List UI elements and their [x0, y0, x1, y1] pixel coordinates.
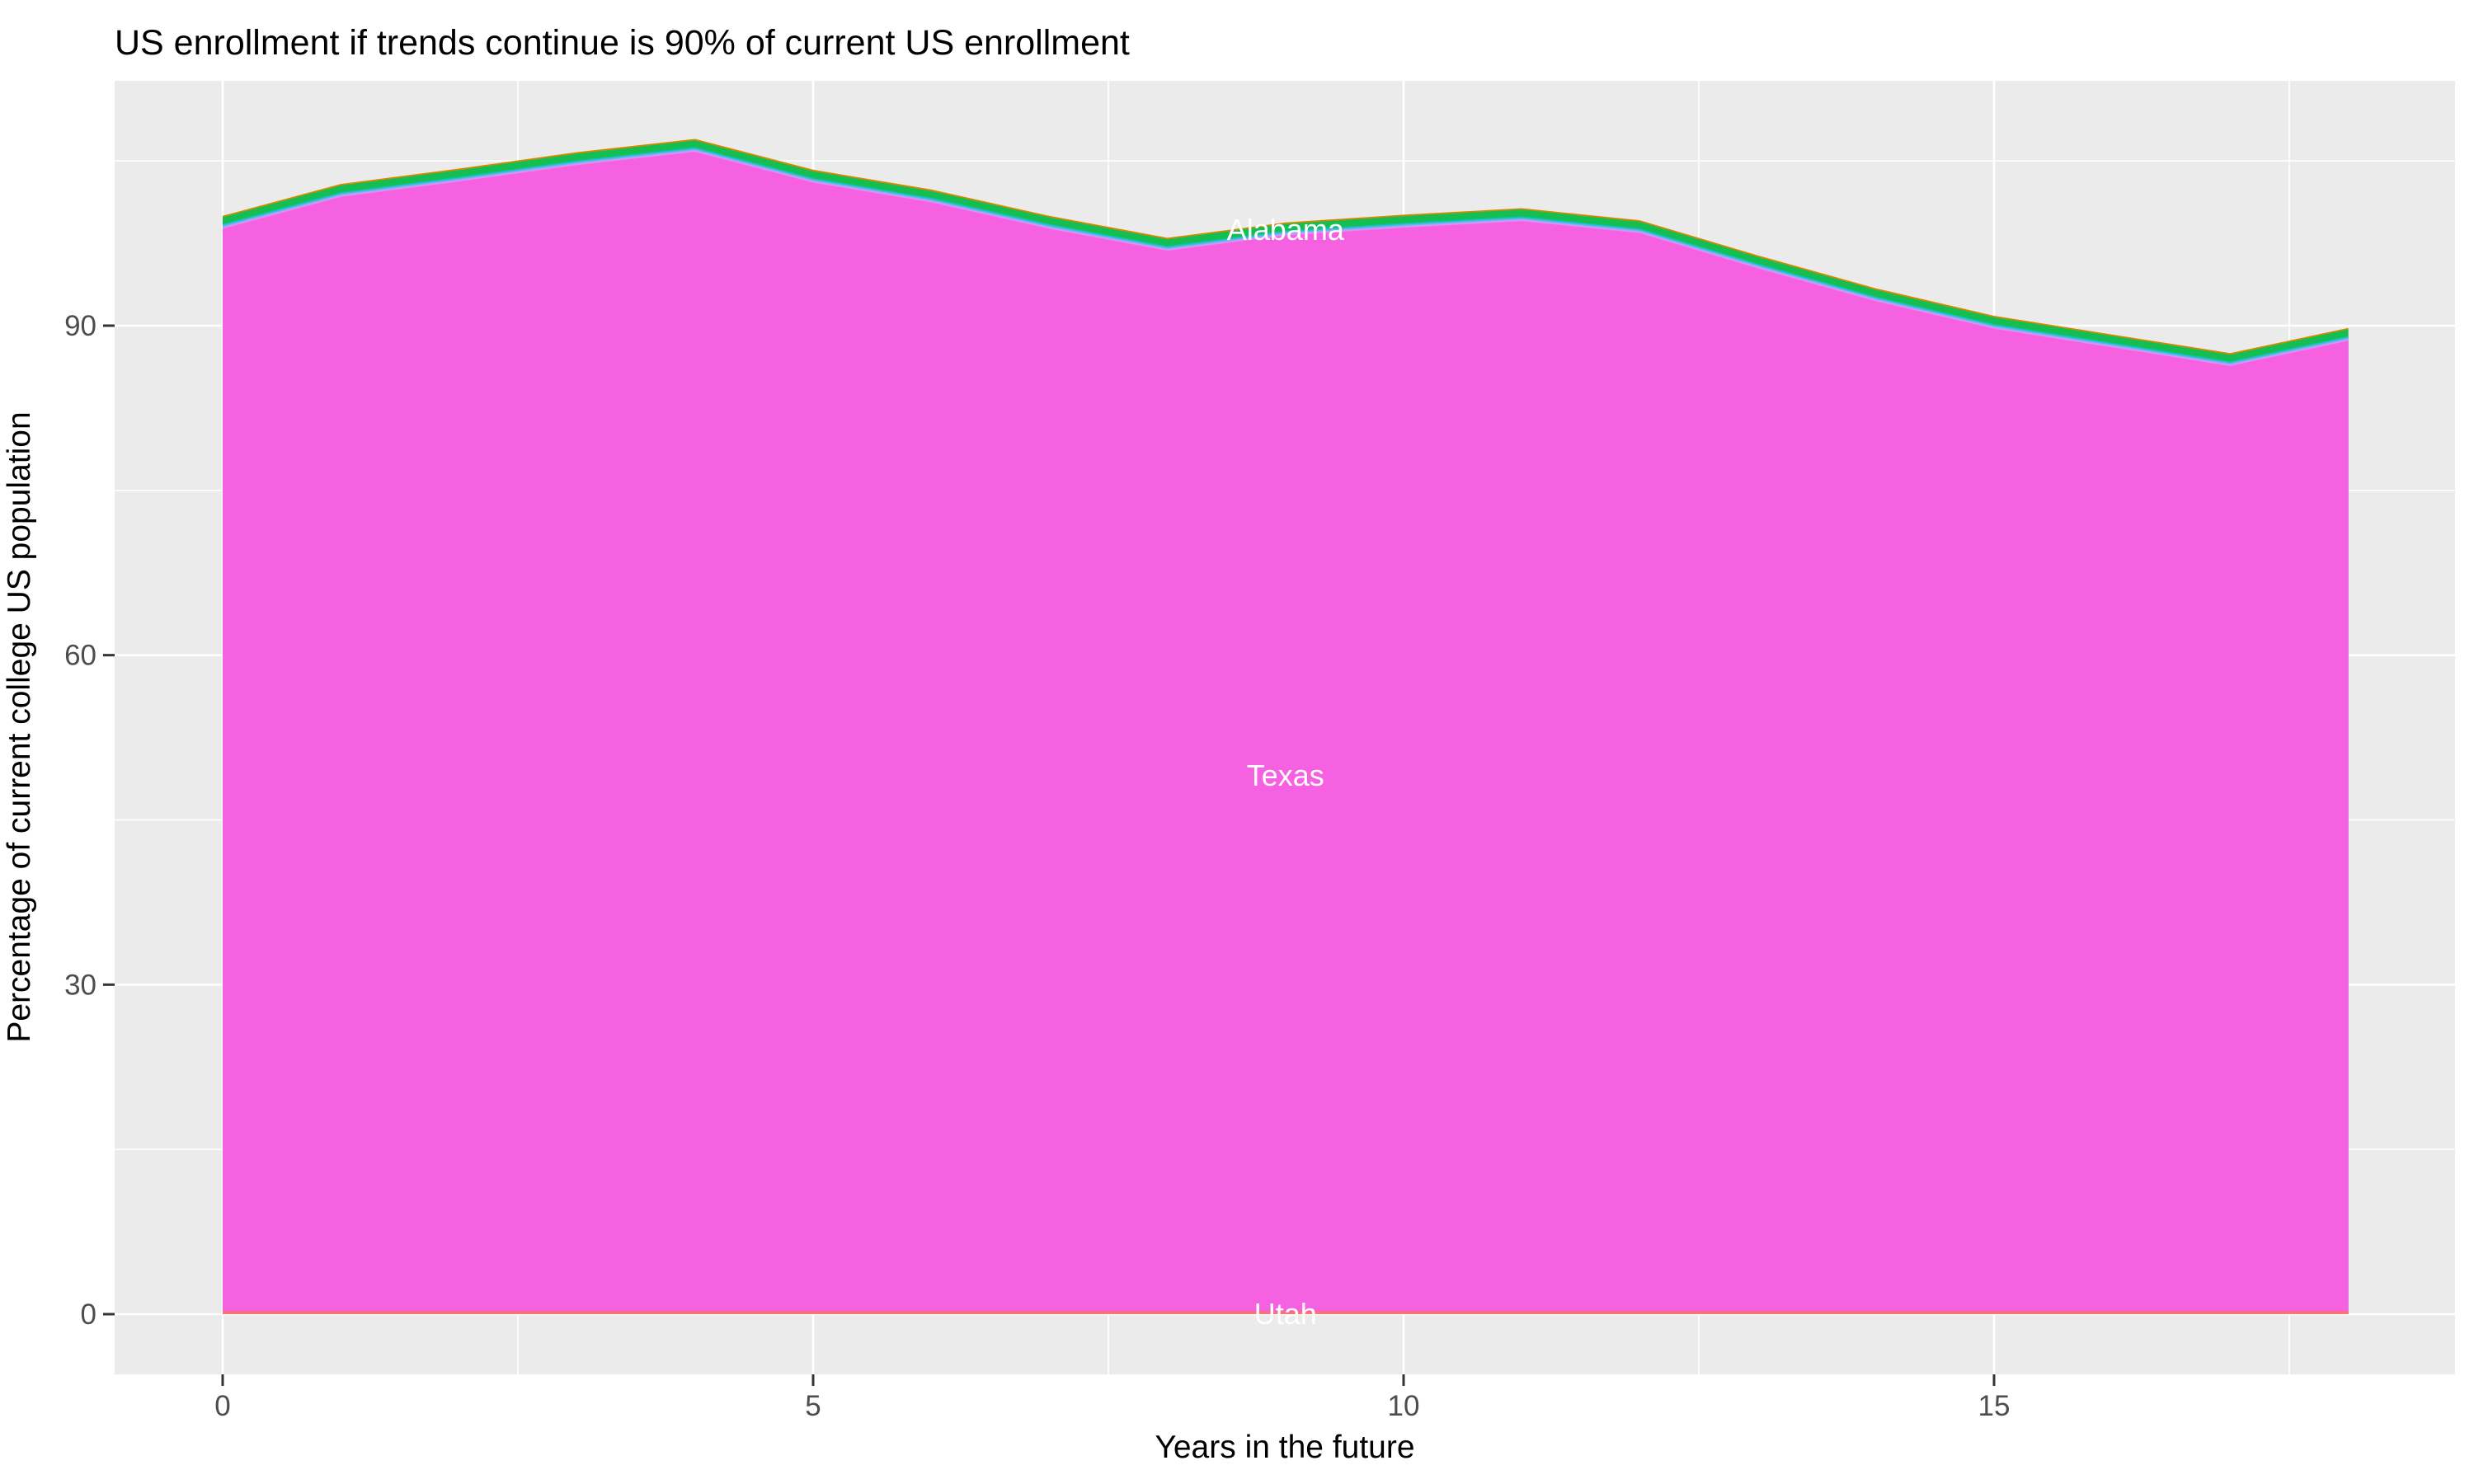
- y-tick-label: 30: [64, 969, 96, 1001]
- magenta-main-band: [223, 152, 2349, 1315]
- y-tick-label: 0: [81, 1298, 96, 1331]
- chart-title: US enrollment if trends continue is 90% …: [115, 23, 1130, 63]
- y-tick-label: 90: [64, 310, 96, 342]
- x-tick-label: 0: [214, 1390, 230, 1422]
- y-axis-title: Percentage of current college US populat…: [2, 411, 37, 1042]
- area-label-utah: Utah: [1254, 1297, 1317, 1331]
- area-label-texas: Texas: [1247, 758, 1324, 792]
- x-tick-label: 10: [1388, 1390, 1420, 1422]
- state-area-labels: Alabama Texas Utah: [1227, 213, 1345, 1331]
- axis-tick-labels: 0 5 10 15 0 30 60 90: [64, 310, 2010, 1422]
- x-tick-label: 15: [1978, 1390, 2011, 1422]
- y-tick-label: 60: [64, 640, 96, 672]
- x-tick-label: 5: [805, 1390, 821, 1422]
- stacked-areas: [223, 139, 2349, 1315]
- area-label-alabama: Alabama: [1227, 213, 1345, 247]
- axis-tick-marks: [103, 324, 1996, 1386]
- x-axis-title: Years in the future: [1155, 1430, 1414, 1465]
- salmon-bottom-stripe: [223, 1312, 2349, 1314]
